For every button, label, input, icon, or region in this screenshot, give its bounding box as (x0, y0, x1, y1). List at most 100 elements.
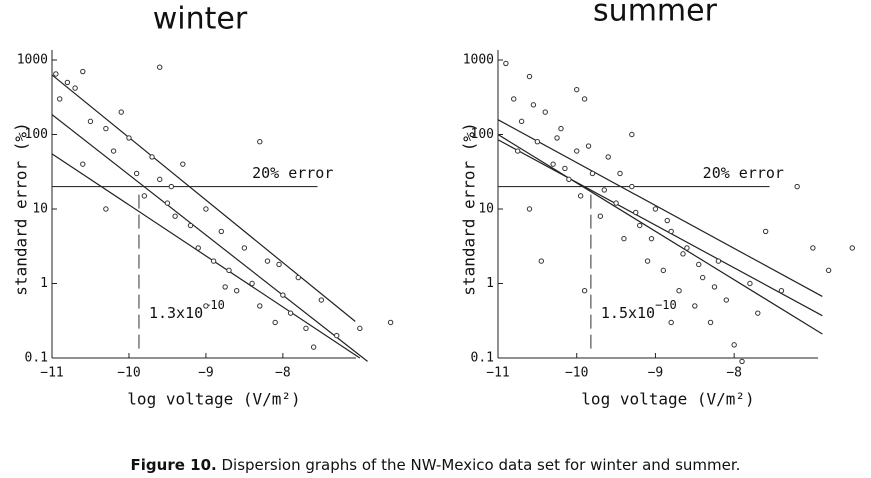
x-tick-label: −8 (726, 366, 742, 381)
data-point (164, 200, 171, 206)
data-point (80, 161, 86, 167)
data-point (53, 71, 59, 77)
data-point (103, 125, 109, 132)
y-tick-label: 1000 (463, 53, 494, 68)
data-point (711, 284, 718, 290)
y-tick-label: 0.1 (471, 351, 494, 366)
x-axis-label: log voltage (V/m²) (127, 390, 300, 409)
error-threshold-label: 20% error (252, 164, 333, 182)
x-tick-label: −11 (40, 366, 63, 381)
data-point (168, 183, 174, 190)
threshold-base: 1.5x10 (601, 304, 655, 322)
threshold-base: 1.3x10 (149, 304, 203, 322)
threshold-exponent: −10 (655, 298, 677, 312)
data-point (249, 280, 255, 287)
charts: winter 0.1 1 10 100 1000 −11 −10 −9 −8 log voltage… (12, 0, 855, 409)
data-point (280, 292, 286, 298)
data-point (597, 213, 604, 219)
data-point (149, 154, 155, 160)
data-point (387, 319, 394, 326)
data-point (644, 258, 651, 264)
fit-line (497, 133, 823, 335)
data-point (157, 64, 163, 70)
data-point (56, 96, 63, 102)
data-point (172, 213, 178, 219)
data-point (203, 206, 209, 212)
data-point (526, 206, 533, 212)
y-tick-label: 1 (486, 276, 494, 291)
data-point (723, 297, 729, 303)
data-point (303, 325, 309, 332)
data-point (684, 245, 690, 251)
data-point (794, 183, 800, 190)
data-point (518, 118, 525, 125)
data-point (762, 228, 769, 235)
data-point (157, 176, 163, 183)
fit-line (51, 153, 361, 359)
data-point (133, 170, 140, 177)
data-point (241, 245, 248, 251)
data-point (538, 258, 544, 264)
data-point (589, 170, 596, 177)
data-point (581, 288, 588, 294)
data-point (637, 222, 643, 229)
data-point (699, 274, 706, 281)
x-tick-label: −10 (565, 366, 588, 381)
threshold-exponent: −10 (203, 298, 225, 312)
data-point (534, 139, 541, 145)
data-point (187, 222, 194, 229)
data-point (585, 143, 592, 149)
data-point (613, 200, 619, 206)
data-point (195, 245, 201, 251)
data-point (272, 319, 278, 326)
data-point (530, 102, 537, 108)
data-point (739, 358, 745, 365)
data-point (825, 267, 832, 274)
y-tick-label: 1 (40, 276, 48, 291)
data-point (287, 310, 294, 316)
data-point (778, 288, 785, 294)
data-point (566, 176, 572, 183)
data-point (696, 261, 702, 268)
data-point (222, 284, 228, 290)
data-point (574, 148, 580, 154)
fit-line (497, 119, 823, 297)
data-point (503, 60, 509, 67)
data-point (731, 342, 737, 348)
chart-title: winter (153, 2, 248, 37)
data-point (648, 235, 655, 242)
data-point (357, 325, 363, 332)
data-point (318, 297, 325, 303)
data-point (210, 258, 217, 264)
data-point (680, 251, 686, 257)
data-point (126, 135, 132, 141)
data-point (64, 79, 71, 86)
data-point (257, 303, 263, 309)
data-point (621, 235, 627, 242)
data-point (103, 206, 109, 212)
data-point (80, 68, 86, 75)
data-point (601, 187, 607, 193)
data-point (755, 310, 761, 316)
data-point (264, 258, 271, 264)
data-point (633, 209, 639, 216)
data-point (203, 303, 209, 309)
data-point (617, 170, 623, 177)
x-tick-label: −9 (198, 366, 214, 381)
data-point (707, 319, 714, 326)
data-point (581, 96, 588, 102)
data-point (180, 161, 186, 167)
fit-line (497, 139, 823, 317)
caption-text: Dispersion graphs of the NW-Mexico data … (216, 456, 741, 474)
data-point (849, 245, 855, 251)
data-point (668, 319, 674, 326)
x-axis-label: log voltage (V/m²) (581, 390, 754, 409)
data-point (310, 344, 317, 350)
data-point (110, 148, 117, 154)
y-tick-label: 100 (25, 127, 48, 142)
data-point (715, 258, 722, 264)
caption: Figure 10. Dispersion graphs of the NW-M… (0, 456, 871, 474)
caption-label: Figure 10. (130, 456, 217, 474)
data-point (72, 85, 78, 91)
y-tick-label: 1000 (17, 53, 48, 68)
